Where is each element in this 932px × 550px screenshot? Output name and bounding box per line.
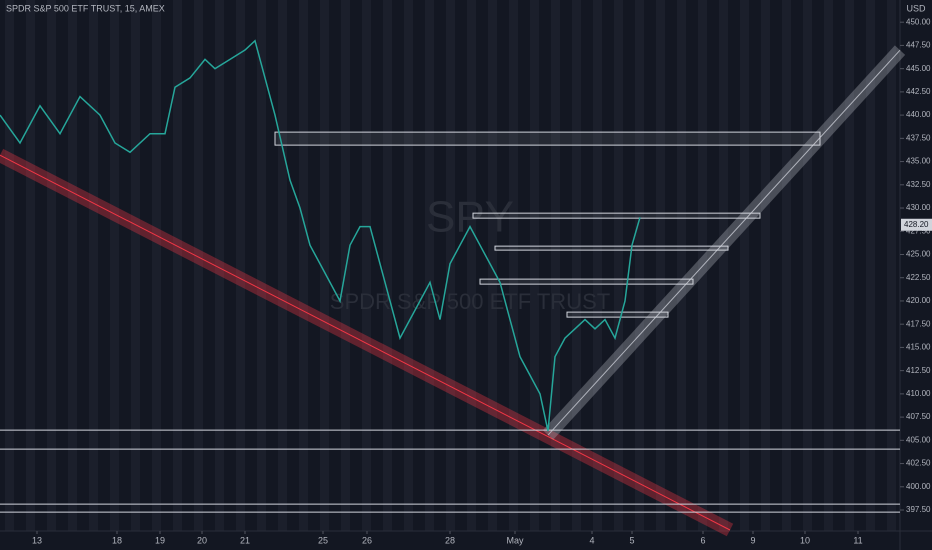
zone — [566, 311, 669, 318]
y-tick-label: 410.00 — [906, 389, 931, 398]
session-stripe — [299, 0, 308, 531]
x-tick-label: 4 — [589, 535, 594, 545]
session-stripe — [824, 0, 833, 531]
session-stripe — [341, 0, 350, 531]
zone — [479, 278, 694, 285]
session-stripe — [404, 0, 413, 531]
x-tick-label: 28 — [445, 535, 455, 545]
last-price-label: 428.20 — [904, 220, 929, 229]
session-stripe — [236, 0, 245, 531]
session-stripe — [551, 0, 560, 531]
session-stripe — [362, 0, 371, 531]
x-tick-label: 13 — [32, 535, 42, 545]
y-tick-label: 407.50 — [906, 412, 931, 421]
y-tick-label: 437.50 — [906, 133, 931, 142]
zone — [472, 212, 761, 219]
session-stripe — [173, 0, 182, 531]
y-tick-label: 440.00 — [906, 110, 931, 119]
trend-line — [0, 154, 731, 531]
session-stripe — [761, 0, 770, 531]
watermark: SPY — [426, 193, 514, 242]
session-stripe — [656, 0, 665, 531]
session-stripe — [530, 0, 539, 531]
y-tick-label: 430.00 — [906, 203, 931, 212]
session-stripe — [383, 0, 392, 531]
session-stripe — [467, 0, 476, 531]
x-tick-label: 20 — [197, 535, 207, 545]
session-stripe — [866, 0, 875, 531]
trend-line — [547, 49, 901, 436]
x-tick-label: 10 — [800, 535, 810, 545]
y-tick-label: 450.00 — [906, 17, 931, 26]
session-stripe — [89, 0, 98, 531]
x-tick-label: 19 — [155, 535, 165, 545]
y-tick-label: 435.00 — [906, 157, 931, 166]
session-stripe — [215, 0, 224, 531]
zone — [494, 245, 729, 251]
session-stripe — [845, 0, 854, 531]
y-tick-label: 425.00 — [906, 250, 931, 259]
session-stripe — [614, 0, 623, 531]
y-tick-label: 397.50 — [906, 505, 931, 514]
chart-title: SPDR S&P 500 ETF TRUST, 15, AMEX — [6, 3, 165, 13]
x-tick-label: 5 — [629, 535, 634, 545]
currency: USD — [906, 3, 926, 13]
session-stripe — [593, 0, 602, 531]
session-stripe — [194, 0, 203, 531]
session-stripe — [320, 0, 329, 531]
session-shading — [5, 0, 896, 531]
y-tick-label: 417.50 — [906, 319, 931, 328]
session-stripe — [110, 0, 119, 531]
y-tick-label: 412.50 — [906, 366, 931, 375]
session-stripe — [152, 0, 161, 531]
session-stripe — [47, 0, 56, 531]
session-stripe — [509, 0, 518, 531]
session-stripe — [887, 0, 896, 531]
y-tick-label: 432.50 — [906, 180, 931, 189]
session-stripe — [5, 0, 14, 531]
x-tick-label: 18 — [112, 535, 122, 545]
y-tick-label: 415.00 — [906, 343, 931, 352]
x-tick-label: 25 — [318, 535, 328, 545]
session-stripe — [719, 0, 728, 531]
price-line — [0, 39, 641, 432]
session-stripe — [635, 0, 644, 531]
session-stripe — [803, 0, 812, 531]
session-stripe — [782, 0, 791, 531]
last-price-badge — [901, 218, 932, 231]
session-stripe — [131, 0, 140, 531]
session-stripe — [26, 0, 35, 531]
y-tick-label: 400.00 — [906, 482, 931, 491]
session-stripe — [425, 0, 434, 531]
x-tick-label: May — [506, 535, 524, 545]
watermark-subtitle: SPDR S&P 500 ETF TRUST — [330, 289, 610, 314]
session-stripe — [278, 0, 287, 531]
session-stripe — [446, 0, 455, 531]
zone — [274, 131, 821, 146]
x-tick-label: 9 — [750, 535, 755, 545]
session-stripe — [677, 0, 686, 531]
session-stripe — [740, 0, 749, 531]
session-stripe — [572, 0, 581, 531]
session-stripe — [257, 0, 266, 531]
x-tick-label: 6 — [700, 535, 705, 545]
session-stripe — [68, 0, 77, 531]
y-tick-label: 420.00 — [906, 296, 931, 305]
x-tick-label: 26 — [362, 535, 372, 545]
y-tick-label: 447.50 — [906, 41, 931, 50]
y-tick-label: 445.00 — [906, 64, 931, 73]
y-tick-label: 405.00 — [906, 435, 931, 444]
y-tick-label: 427.50 — [906, 226, 931, 235]
y-tick-label: 442.50 — [906, 87, 931, 96]
x-tick-label: 21 — [240, 535, 250, 545]
x-tick-label: 11 — [853, 535, 862, 545]
session-stripe — [488, 0, 497, 531]
y-tick-label: 402.50 — [906, 459, 931, 468]
y-tick-label: 422.50 — [906, 273, 931, 282]
